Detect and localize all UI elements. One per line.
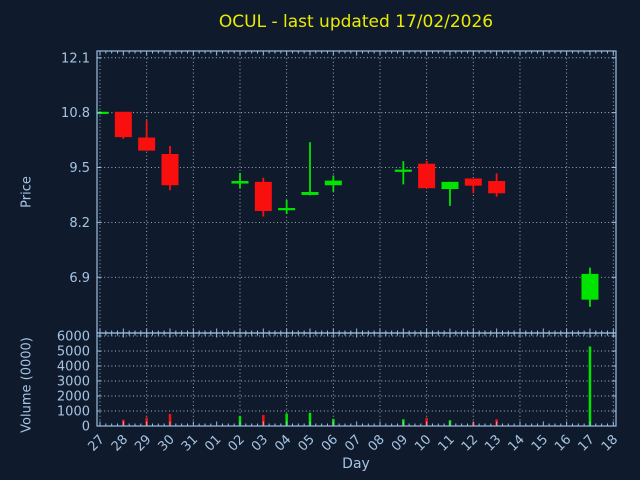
candlesticks [97, 111, 599, 307]
candle-body-day-09 [394, 169, 412, 172]
day-tick-07: 07 [342, 432, 364, 454]
day-tick-11: 11 [435, 432, 457, 454]
price-tick-9.5: 9.5 [69, 161, 90, 176]
day-axis-label: Day [342, 456, 370, 472]
day-tick-10: 10 [412, 432, 434, 454]
candle-body-day-17 [581, 273, 599, 300]
day-tick-15: 15 [529, 432, 551, 454]
candle-body-day-06 [324, 180, 342, 186]
candle-body-day-29 [138, 137, 156, 151]
candle-body-day-13 [488, 181, 506, 194]
volume-bar-day-30 [168, 414, 172, 426]
day-tick-17: 17 [575, 432, 597, 454]
day-tick-28: 28 [109, 432, 131, 454]
volume-axis-label: Volume (0000) [19, 337, 35, 433]
volume-bar-day-05 [308, 412, 312, 426]
candle-body-day-02 [231, 181, 249, 184]
price-tick-12.1: 12.1 [61, 51, 90, 66]
volume-bars [98, 346, 592, 427]
candle-body-day-05 [301, 192, 319, 195]
grid-lines [97, 51, 616, 426]
price-tick-10.8: 10.8 [61, 106, 90, 121]
candle-body-day-12 [464, 178, 482, 186]
chart-title: OCUL - last updated 17/02/2026 [218, 12, 494, 32]
volume-tick-6000: 6000 [57, 330, 90, 345]
day-tick-12: 12 [459, 432, 481, 454]
price-tick-6.9: 6.9 [69, 271, 90, 286]
volume-bar-day-17 [588, 346, 592, 426]
day-tick-13: 13 [482, 432, 504, 454]
day-tick-08: 08 [366, 432, 388, 454]
candle-body-day-10 [418, 163, 436, 189]
day-tick-29: 29 [132, 432, 154, 454]
volume-tick-2000: 2000 [57, 390, 90, 405]
volume-bar-day-04 [285, 413, 288, 426]
volume-bar-day-02 [238, 416, 242, 426]
candle-body-day-04 [278, 208, 296, 211]
candle-body-day-28 [114, 111, 132, 138]
volume-bar-day-03 [262, 415, 265, 426]
candle-body-day-03 [254, 181, 272, 211]
day-tick-09: 09 [389, 432, 411, 454]
candle-body-day-30 [161, 154, 179, 186]
day-tick-03: 03 [249, 432, 271, 454]
day-tick-27: 27 [86, 432, 108, 454]
candle-body-day-11 [441, 181, 459, 190]
price-panel-frame [96, 50, 617, 334]
volume-tick-3000: 3000 [57, 375, 90, 390]
day-tick-14: 14 [505, 432, 527, 454]
panel-frames [96, 50, 617, 427]
day-tick-16: 16 [552, 432, 574, 454]
day-tick-05: 05 [296, 432, 318, 454]
price-tick-labels: 6.9 8.2 9.5 10.8 12.1 [61, 51, 90, 286]
day-tick-31: 31 [179, 432, 201, 454]
price-tick-8.2: 8.2 [69, 216, 90, 231]
price-axis-label: Price [19, 176, 35, 208]
volume-tick-4000: 4000 [57, 360, 90, 375]
day-tick-01: 01 [202, 432, 224, 454]
volume-tick-5000: 5000 [57, 345, 90, 360]
volume-tick-1000: 1000 [57, 405, 90, 420]
volume-tick-0: 0 [82, 420, 90, 435]
day-tick-02: 02 [226, 432, 248, 454]
candle-body-day-27 [97, 111, 109, 114]
day-tick-labels: 27 28 29 30 31 01 02 03 04 05 06 07 08 09 10 11 12 13 14 15… [86, 432, 622, 454]
volume-panel-frame [96, 332, 617, 427]
day-tick-30: 30 [156, 432, 178, 454]
tick-marks [97, 51, 616, 426]
day-tick-18: 18 [599, 432, 621, 454]
day-tick-06: 06 [319, 432, 341, 454]
day-tick-04: 04 [272, 432, 294, 454]
